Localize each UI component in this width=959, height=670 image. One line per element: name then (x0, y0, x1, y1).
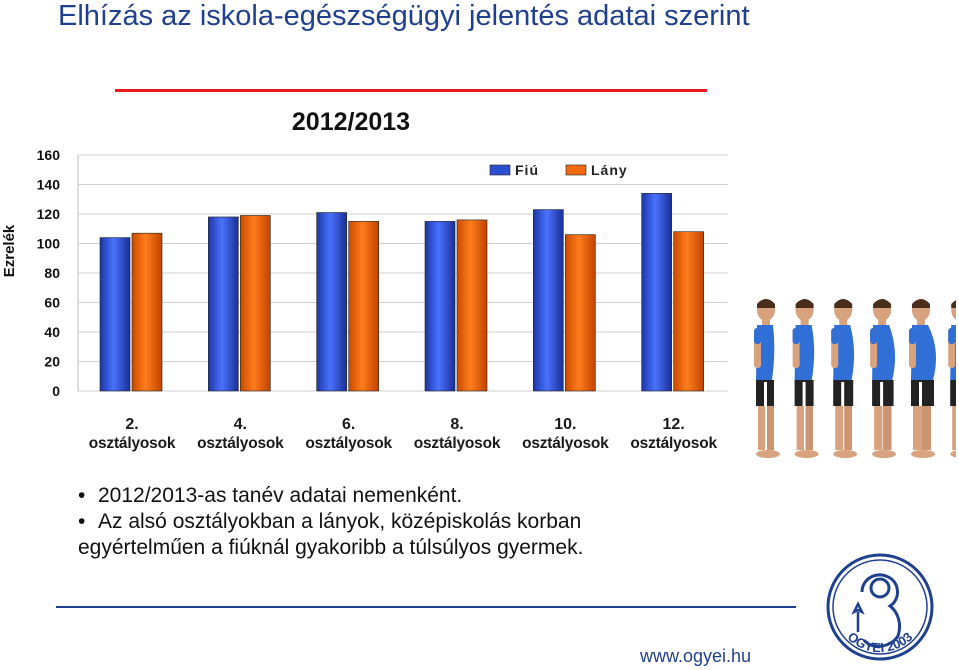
legend-label-lány: Lány (591, 162, 628, 178)
y-tick-label: 20 (44, 354, 60, 370)
legend-swatch-lány (565, 164, 587, 176)
boy-figure (754, 299, 780, 458)
overweight-boys-illustration (754, 299, 956, 458)
y-tick-label: 0 (52, 383, 60, 399)
bar-lány-1 (131, 232, 163, 392)
footer-url[interactable]: www.ogyei.hu (640, 646, 752, 666)
bar-fiú-1 (99, 237, 131, 392)
bar-fiú-5 (533, 209, 564, 392)
bar-chart: 2012/2013 Ezrelék 020406080100120140160 … (1, 108, 728, 452)
x-tick-label-number: 6. (342, 416, 355, 433)
bullet-item: • Az alsó osztályokban a lányok, középis… (78, 509, 778, 535)
x-tick-label-number: 12. (663, 416, 685, 433)
bullet-dot: • (78, 510, 86, 533)
bar-fiú-3 (316, 212, 347, 392)
bullet-text: 2012/2013-as tanév adatai nemenként. (98, 484, 463, 507)
y-tick-label: 160 (37, 147, 61, 163)
x-tick-label-number: 2. (125, 416, 138, 433)
y-tick-label: 40 (44, 324, 60, 340)
x-tick-label-number: 8. (450, 416, 463, 433)
ogyei-logo: OGYEI 2003 (826, 553, 934, 661)
footer-divider (56, 606, 796, 608)
bullet-list: • 2012/2013-as tanév adatai nemenként. •… (78, 483, 778, 561)
y-axis-label: Ezrelék (1, 224, 18, 277)
bar-fiú-4 (424, 221, 456, 392)
bullet-dot: • (78, 484, 86, 507)
bar-lány-3 (348, 221, 379, 392)
x-tick-label-number: 10. (554, 416, 576, 433)
y-tick-label: 120 (37, 206, 61, 222)
y-tick-label: 60 (44, 295, 60, 311)
x-tick-label-number: 4. (234, 416, 247, 433)
chart-accent-line (115, 89, 707, 92)
y-tick-label: 80 (44, 265, 60, 281)
boy-figure (831, 299, 858, 458)
boy-figure (909, 299, 937, 458)
boy-figure (870, 299, 897, 458)
x-tick-label-word: osztályosok (630, 435, 717, 452)
bar-lány-5 (565, 234, 596, 392)
bar-lány-6 (673, 231, 704, 392)
boy-figure (948, 300, 956, 458)
boy-figure (792, 299, 819, 458)
page-title: Elhízás az iskola-egészségügyi jelentés … (58, 0, 750, 32)
bullet-item: • 2012/2013-as tanév adatai nemenként. (78, 483, 778, 509)
bar-fiú-6 (641, 193, 672, 392)
y-tick-label: 140 (37, 177, 61, 193)
bar-lány-2 (240, 215, 271, 392)
x-tick-label-word: osztályosok (197, 435, 284, 452)
x-tick-label-word: osztályosok (522, 435, 609, 452)
bar-lány-4 (456, 219, 488, 392)
bullet-text: Az alsó osztályokban a lányok, középisko… (98, 510, 582, 533)
bar-fiú-2 (208, 216, 239, 392)
x-tick-label-word: osztályosok (414, 435, 501, 452)
bullet-continuation: egyértelműen a fiúknál gyakoribb a túlsú… (78, 536, 584, 559)
y-tick-label: 100 (37, 236, 61, 252)
x-tick-label-word: osztályosok (305, 435, 392, 452)
chart-title: 2012/2013 (292, 108, 410, 136)
legend-swatch-fiú (489, 164, 511, 176)
x-tick-label-word: osztályosok (89, 435, 176, 452)
legend-label-fiú: Fiú (515, 162, 539, 178)
